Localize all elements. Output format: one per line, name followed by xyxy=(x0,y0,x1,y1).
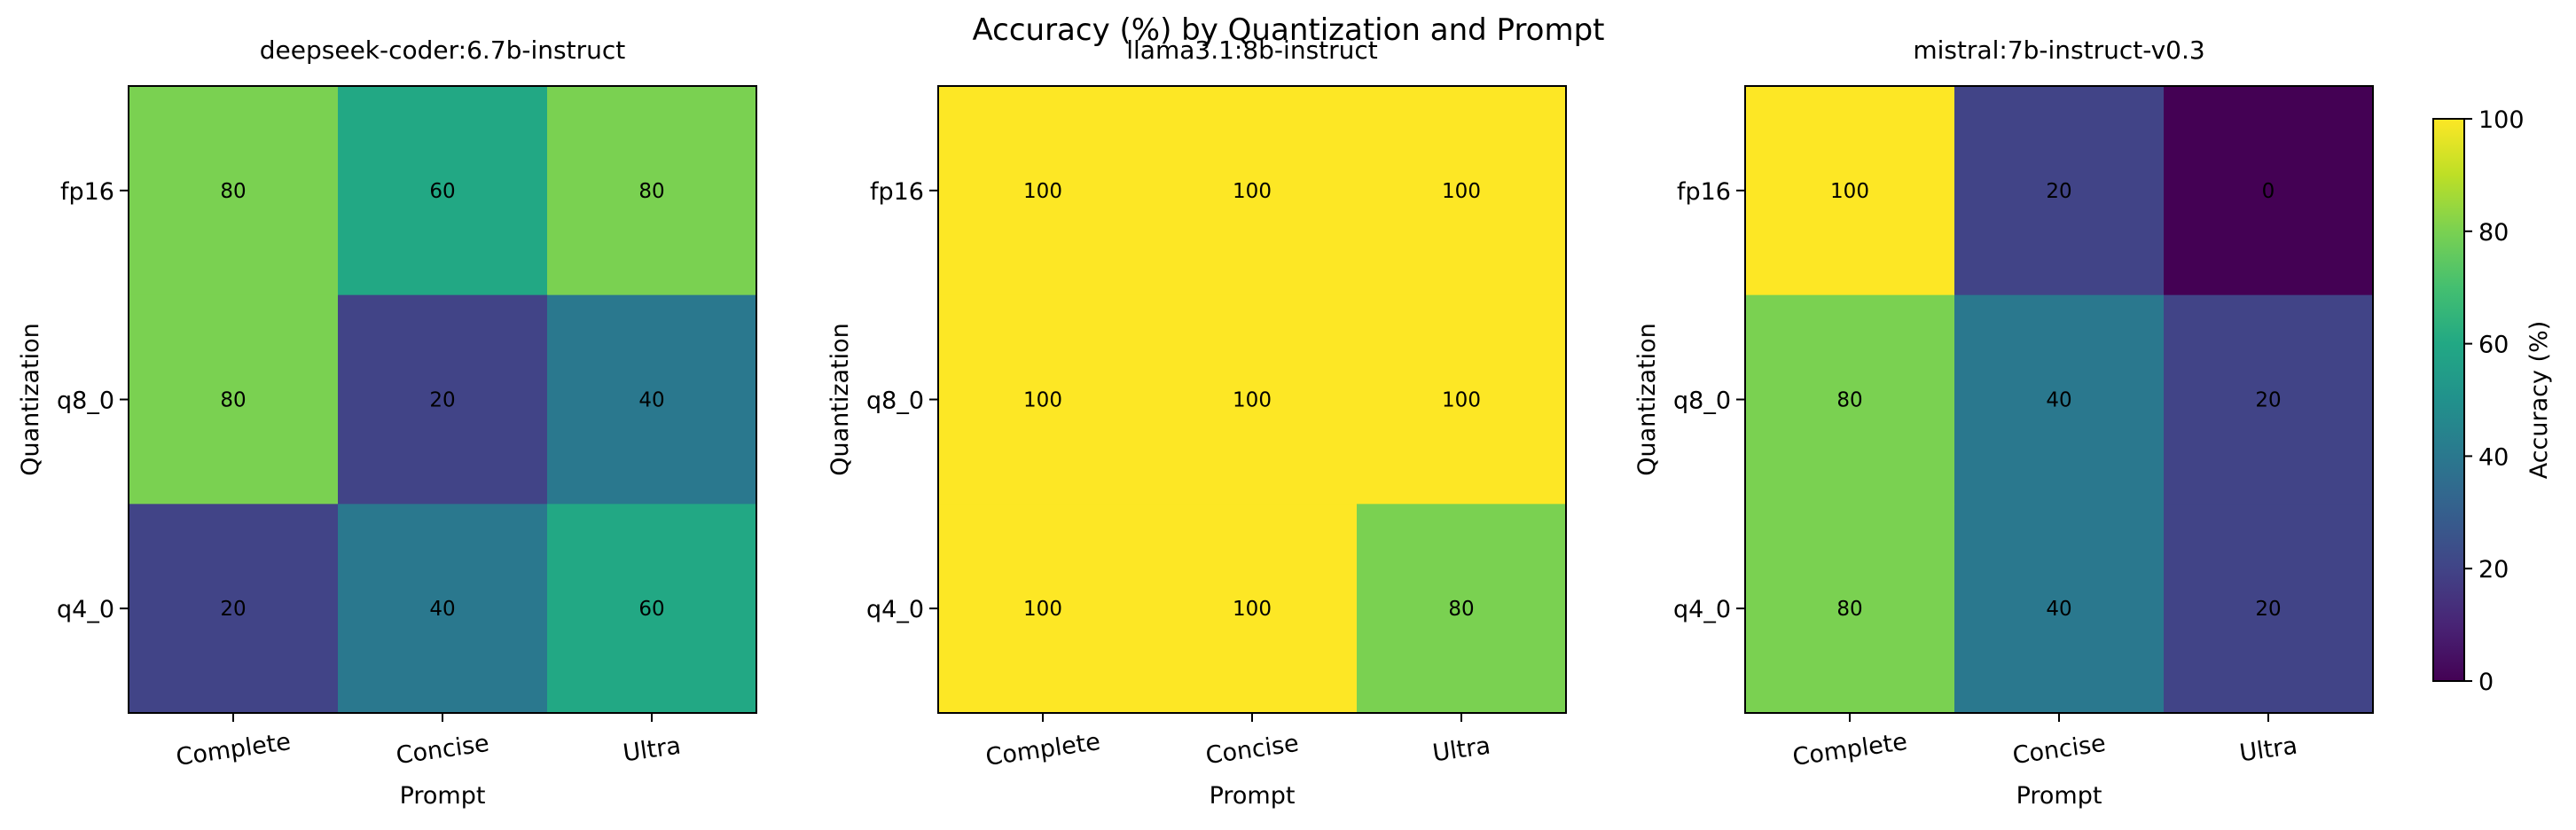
heatmap-cell xyxy=(1745,294,1955,505)
heatmap-cell xyxy=(938,294,1148,505)
cell-value-label: 80 xyxy=(220,180,246,203)
panel-title: deepseek-coder:6.7b-instruct xyxy=(260,35,625,65)
heatmap-cell xyxy=(1357,504,1567,714)
colorbar-tick-label: 80 xyxy=(2478,219,2509,247)
heatmap-cell xyxy=(1357,294,1567,505)
heatmap-cell xyxy=(1954,86,2165,296)
y-tick-label: q8_0 xyxy=(57,388,114,415)
x-tick-label: Concise xyxy=(395,730,491,770)
cell-value-label: 40 xyxy=(2046,598,2071,621)
y-axis-label: Quantization xyxy=(1633,323,1661,476)
figure-title: Accuracy (%) by Quantization and Prompt xyxy=(972,12,1604,48)
cell-value-label: 80 xyxy=(638,180,664,203)
heatmap-cell xyxy=(1954,504,2165,714)
x-axis-label: Prompt xyxy=(2016,782,2102,810)
y-tick-label: q4_0 xyxy=(866,596,924,623)
colorbar-tick-label: 0 xyxy=(2478,669,2494,696)
cell-value-label: 80 xyxy=(1836,598,1862,621)
heatmap-cell xyxy=(2164,86,2374,296)
heatmap-cell xyxy=(338,86,548,296)
cell-value-label: 20 xyxy=(2255,389,2281,412)
heatmap-panel: 80 60 80 80 20 40 20 40 60 deepseek-coder:6.7b-in… xyxy=(17,35,757,810)
x-tick-label: Complete xyxy=(1791,728,1909,771)
heatmap-cell xyxy=(129,294,339,505)
cell-value-label: 60 xyxy=(429,180,455,203)
y-tick-label: q8_0 xyxy=(866,388,924,415)
x-axis-label: Prompt xyxy=(1210,782,1296,810)
panel-title: mistral:7b-instruct-v0.3 xyxy=(1913,35,2204,65)
colorbar-tick-label: 40 xyxy=(2478,443,2509,471)
cell-value-label: 60 xyxy=(638,598,664,621)
heatmap-cell xyxy=(1745,504,1955,714)
colorbar-gradient xyxy=(2433,119,2464,681)
colorbar-tick-label: 100 xyxy=(2478,106,2525,134)
y-axis-label: Quantization xyxy=(17,323,44,476)
heatmap-cell xyxy=(1954,294,2165,505)
x-axis-label: Prompt xyxy=(400,782,486,810)
cell-value-label: 80 xyxy=(1836,389,1862,412)
cell-value-label: 80 xyxy=(1448,598,1474,621)
colorbar-tick-label: 60 xyxy=(2478,332,2509,359)
y-tick-label: q4_0 xyxy=(57,596,114,623)
y-tick-label: fp16 xyxy=(870,178,924,206)
x-tick-label: Ultra xyxy=(622,732,683,768)
heatmap-cell xyxy=(547,504,757,714)
x-tick-label: Complete xyxy=(175,728,293,771)
heatmap-panel: 100 20 0 80 40 20 80 40 20 mistral:7b-instruct-v0… xyxy=(1633,35,2374,810)
heatmap-cell xyxy=(938,504,1148,714)
cell-value-label: 20 xyxy=(220,598,246,621)
heatmap-cell xyxy=(129,86,339,296)
colorbar-frame xyxy=(2432,118,2465,682)
heatmap-cell xyxy=(1147,86,1358,296)
cell-value-label: 20 xyxy=(429,389,455,412)
cell-value-label: 80 xyxy=(220,389,246,412)
x-tick-label: Concise xyxy=(2011,730,2108,770)
y-axis-label: Quantization xyxy=(826,323,854,476)
x-tick-label: Ultra xyxy=(2238,732,2299,768)
cell-value-label: 100 xyxy=(1023,180,1062,203)
heatmap-cell xyxy=(1147,294,1358,505)
heatmap-cell xyxy=(129,504,339,714)
cell-value-label: 20 xyxy=(2046,180,2071,203)
y-tick-label: q4_0 xyxy=(1673,596,1731,623)
colorbar: 0 20 40 60 80 100 Accuracy (%) xyxy=(2432,106,2553,696)
cell-value-label: 40 xyxy=(429,598,455,621)
cell-value-label: 100 xyxy=(1023,598,1062,621)
cell-value-label: 40 xyxy=(638,389,664,412)
heatmap-cell xyxy=(1147,504,1358,714)
x-tick-label: Concise xyxy=(1204,730,1301,770)
cell-value-label: 100 xyxy=(1442,180,1481,203)
heatmap-cell xyxy=(1745,86,1955,296)
colorbar-tick-label: 20 xyxy=(2478,556,2509,583)
heatmap-cell xyxy=(1357,86,1567,296)
heatmap-cell xyxy=(2164,504,2374,714)
colorbar-label: Accuracy (%) xyxy=(2525,321,2553,480)
x-tick-label: Complete xyxy=(984,728,1102,771)
cell-value-label: 40 xyxy=(2046,389,2071,412)
heatmap-cell xyxy=(938,86,1148,296)
heatmap-cell xyxy=(547,294,757,505)
cell-value-label: 100 xyxy=(1233,180,1272,203)
heatmap-cell xyxy=(338,504,548,714)
cell-value-label: 100 xyxy=(1023,389,1062,412)
x-tick-label: Ultra xyxy=(1431,732,1492,768)
cell-value-label: 0 xyxy=(2262,180,2275,203)
heatmap-cell xyxy=(338,294,548,505)
y-tick-label: fp16 xyxy=(1677,178,1731,206)
heatmap-cell xyxy=(547,86,757,296)
cell-value-label: 20 xyxy=(2255,598,2281,621)
cell-value-label: 100 xyxy=(1830,180,1869,203)
heatmap-panel: 100 100 100 100 100 100 100 100 80 llama3.1:8b-in… xyxy=(826,35,1567,810)
heatmap-cell xyxy=(2164,294,2374,505)
cell-value-label: 100 xyxy=(1233,389,1272,412)
y-tick-label: fp16 xyxy=(60,178,114,206)
cell-value-label: 100 xyxy=(1442,389,1481,412)
panel-title: llama3.1:8b-instruct xyxy=(1126,35,1378,65)
y-tick-label: q8_0 xyxy=(1673,388,1731,415)
cell-value-label: 100 xyxy=(1233,598,1272,621)
